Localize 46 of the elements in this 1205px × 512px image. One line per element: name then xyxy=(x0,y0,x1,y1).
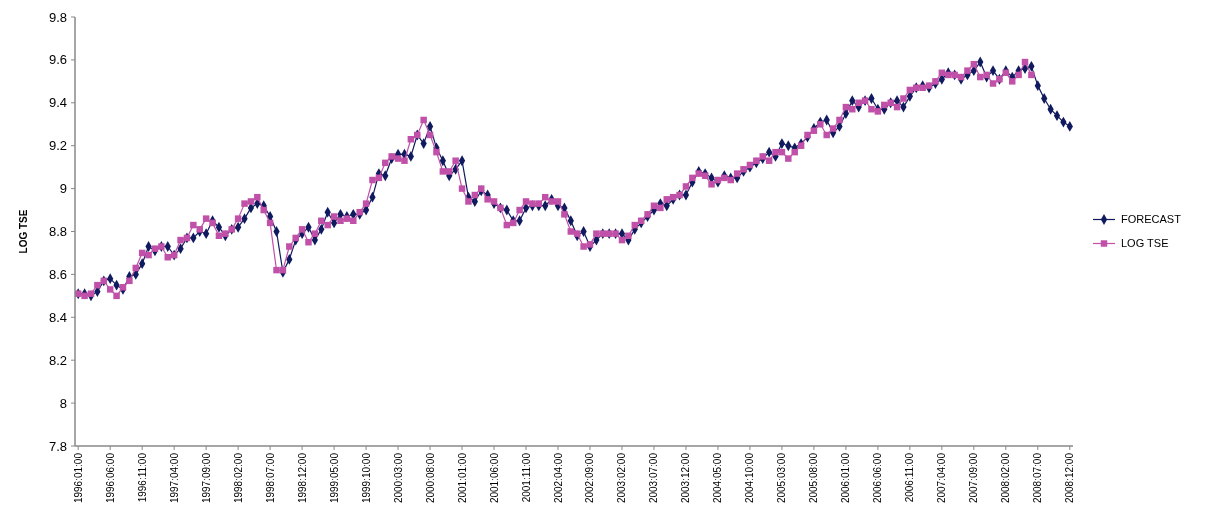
x-tick-label: 2001:06:00 xyxy=(488,452,500,504)
x-tick-label: 1997:09:00 xyxy=(200,452,212,504)
x-tick-label: 1998:02:00 xyxy=(232,452,244,504)
y-tick-label: 9 xyxy=(59,181,67,197)
x-tick-label: 2003:12:00 xyxy=(680,452,692,504)
x-tick-label: 2002:04:00 xyxy=(552,452,564,504)
y-tick-label: 9.2 xyxy=(48,138,67,154)
y-tick-label: 8.2 xyxy=(48,352,67,368)
x-tick-label: 1996:01:00 xyxy=(72,452,84,504)
x-tick-label: 2002:09:00 xyxy=(584,452,596,504)
y-axis-title: LOG TSE xyxy=(18,209,29,254)
x-tick-label: 2006:06:00 xyxy=(872,452,884,504)
x-tick-label: 2003:02:00 xyxy=(616,452,628,504)
x-tick-label: 2001:01:00 xyxy=(456,452,468,504)
x-tick-label: 2000:03:00 xyxy=(392,452,404,504)
x-tick-label: 1999:10:00 xyxy=(360,452,372,504)
x-tick-label: 2000:08:00 xyxy=(424,452,436,504)
x-tick-label: 2005:03:00 xyxy=(776,452,788,504)
x-tick-label: 2007:09:00 xyxy=(968,452,980,504)
x-tick-label: 1999:05:00 xyxy=(328,452,340,504)
x-tick-label: 2005:08:00 xyxy=(808,452,820,504)
y-tick-label: 8.6 xyxy=(48,266,67,282)
x-tick-label: 2006:11:00 xyxy=(904,452,916,503)
y-tick-label: 9.4 xyxy=(48,95,67,111)
x-tick-label: 2008:12:00 xyxy=(1064,452,1076,504)
legend-label: LOG TSE xyxy=(1121,237,1169,250)
x-tick-label: 2006:01:00 xyxy=(840,452,852,504)
x-tick-label: 2004:10:00 xyxy=(744,452,756,504)
x-tick-label: 1997:04:00 xyxy=(168,452,180,504)
y-tick-label: 9.8 xyxy=(48,9,67,25)
x-tick-label: 2008:07:00 xyxy=(1032,452,1044,504)
x-tick-label: 2003:07:00 xyxy=(648,452,660,504)
x-tick-label: 2004:05:00 xyxy=(712,452,724,504)
y-tick-label: 8.4 xyxy=(48,309,67,325)
x-tick-label: 2007:04:00 xyxy=(936,452,948,504)
x-tick-label: 1996:06:00 xyxy=(104,452,116,504)
y-tick-label: 8 xyxy=(59,395,67,411)
x-tick-label: 2008:02:00 xyxy=(1000,452,1012,504)
x-tick-label: 2001:11:00 xyxy=(520,452,532,503)
y-tick-label: 9.6 xyxy=(48,52,67,68)
x-tick-label: 1996:11:00 xyxy=(136,452,148,503)
y-tick-label: 8.8 xyxy=(48,224,67,240)
x-tick-label: 1998:07:00 xyxy=(264,452,276,504)
x-tick-label: 1998:12:00 xyxy=(296,452,308,504)
legend-label: FORECAST xyxy=(1121,213,1182,226)
y-tick-label: 7.8 xyxy=(48,438,67,454)
